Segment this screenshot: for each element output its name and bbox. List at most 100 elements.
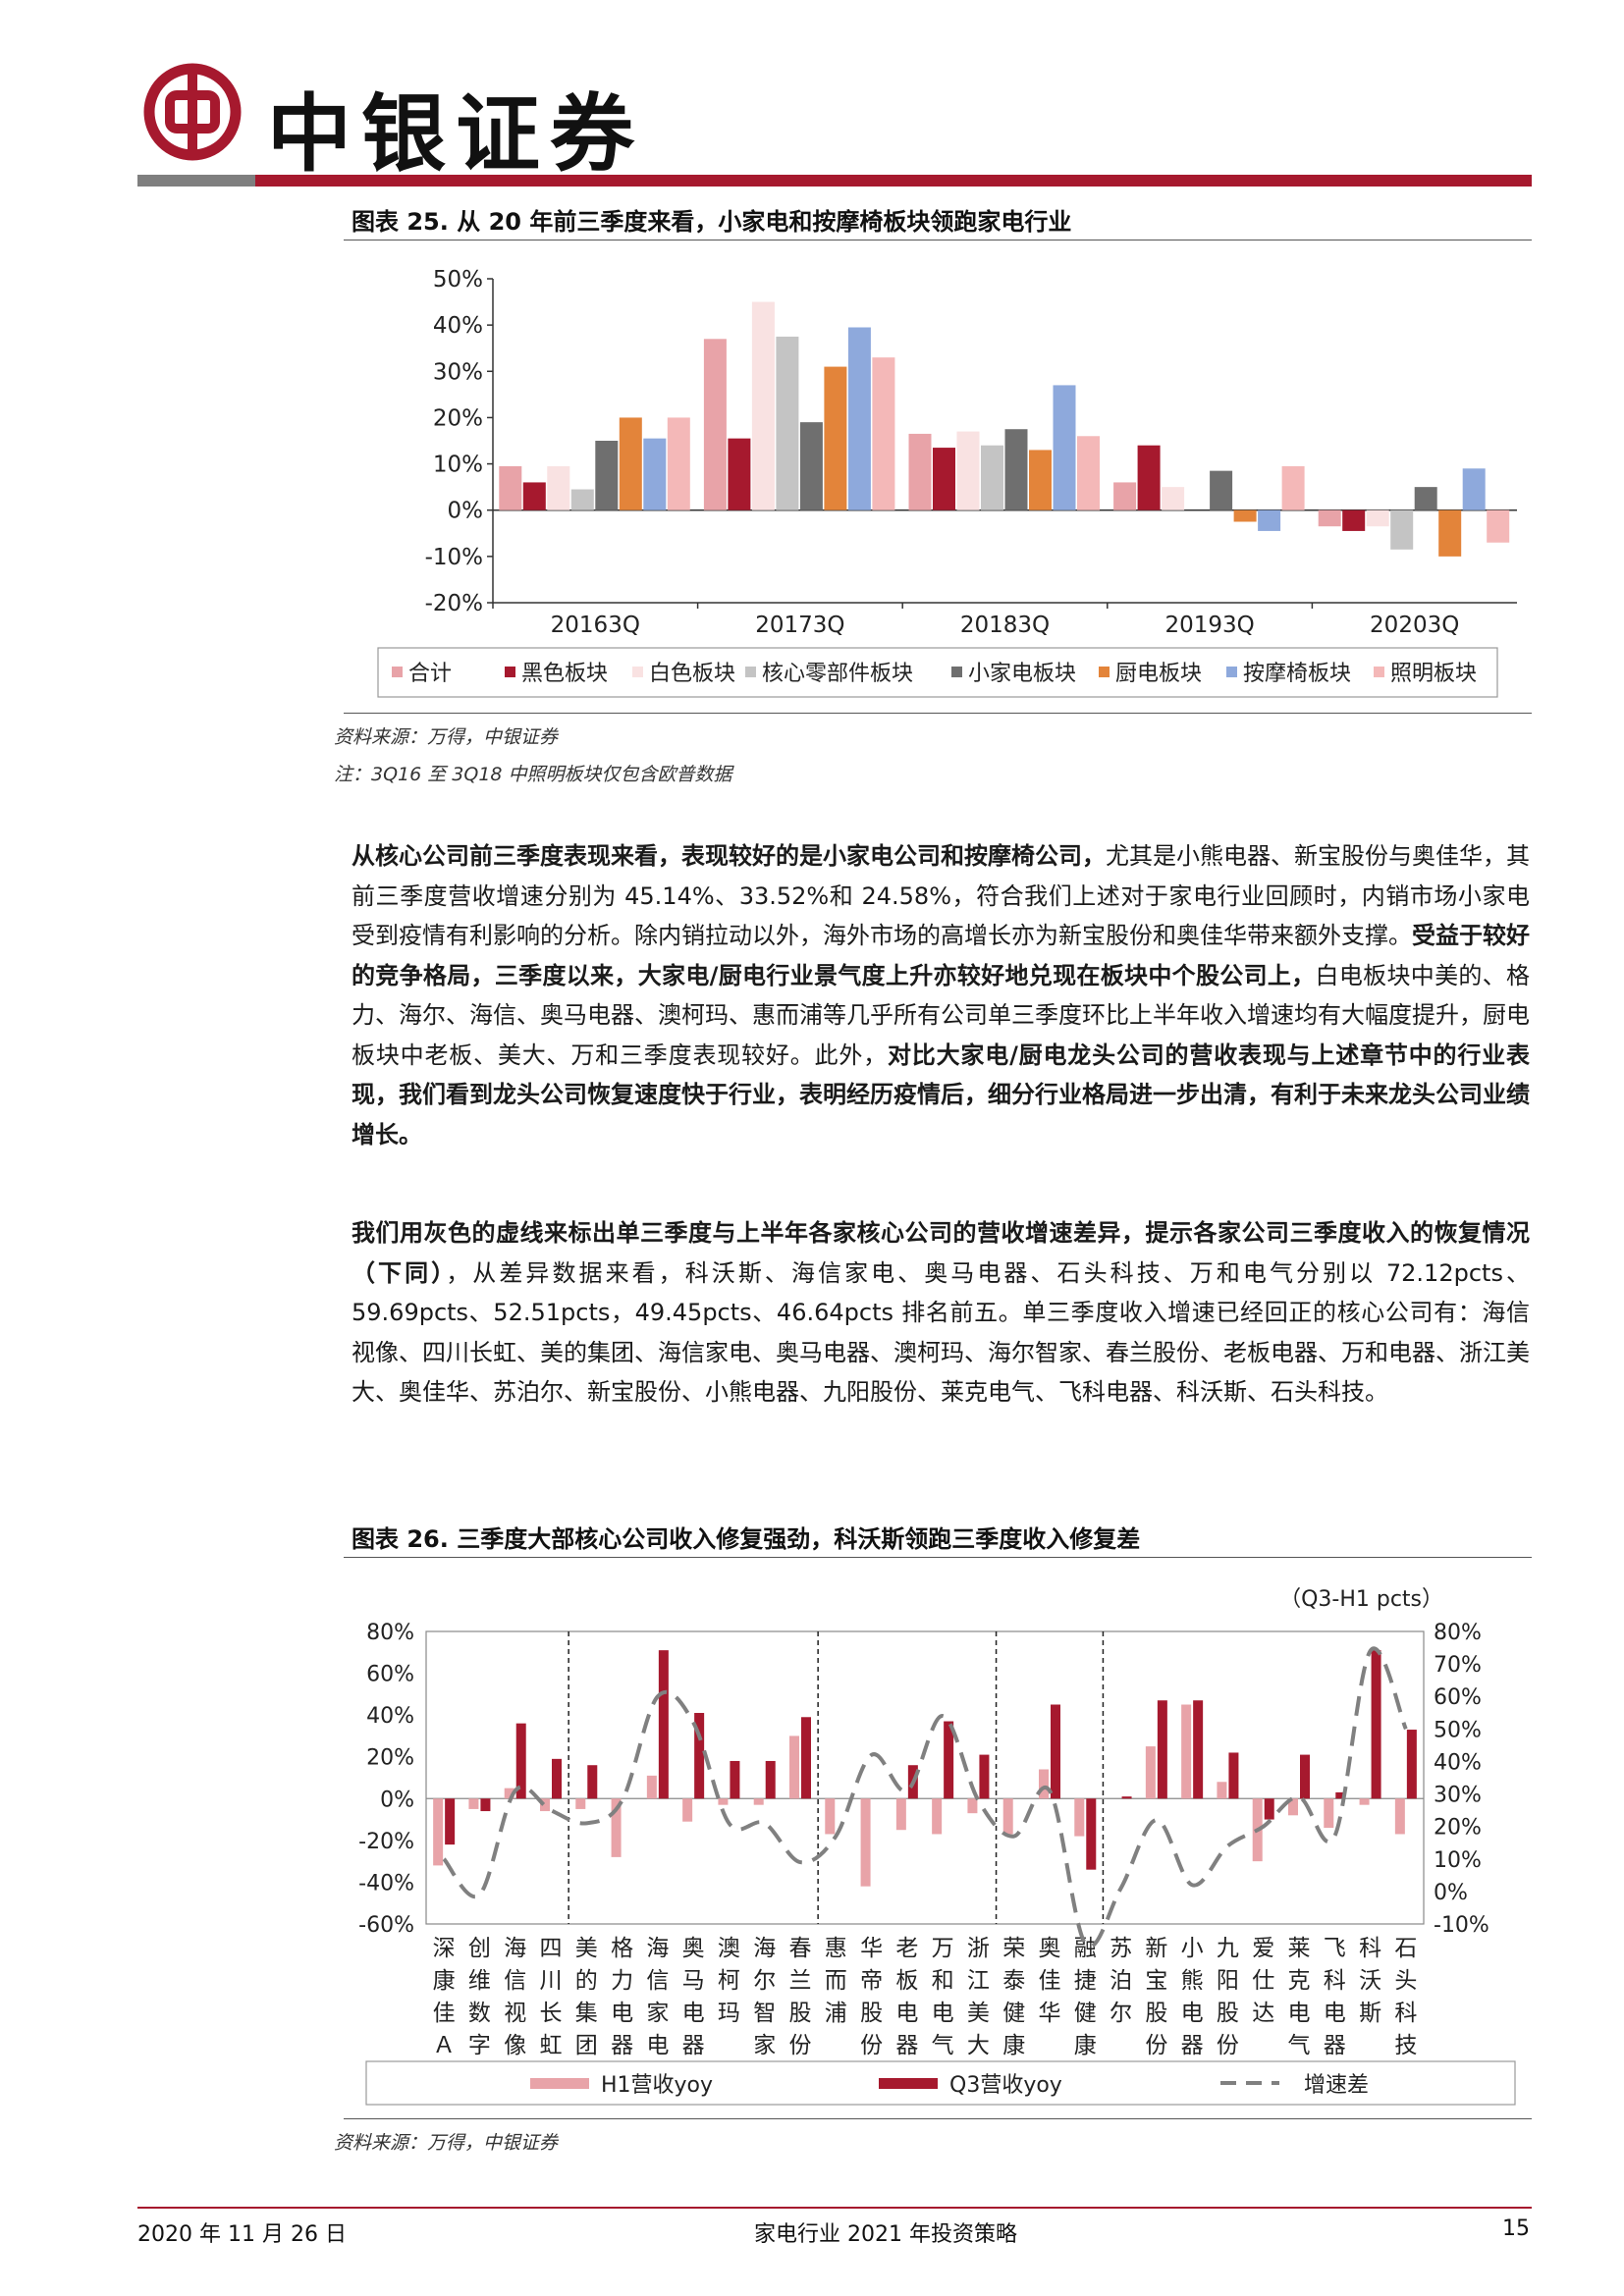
footer-doc-title: 家电行业 2021 年投资策略 <box>754 2222 1017 2247</box>
x-category-char: 华 <box>1039 2001 1061 2026</box>
x-category-char: 数 <box>468 2001 491 2026</box>
q3-bar-17 <box>1051 1704 1060 1799</box>
unit-label: （Q3-H1 pcts） <box>1279 1587 1443 1612</box>
x-category-char: 智 <box>753 2001 776 2026</box>
x-category-char: 尔 <box>1110 2001 1132 2026</box>
bar-5-1 <box>824 366 847 510</box>
x-category-char: 泊 <box>1110 1968 1132 1994</box>
q3-bar-27 <box>1406 1730 1417 1799</box>
plot-frame <box>425 1630 1425 1925</box>
y-right-tick-label: 70% <box>1434 1653 1482 1678</box>
legend-label: 照明板块 <box>1390 662 1477 686</box>
x-category-char: 健 <box>1002 2001 1025 2026</box>
bar-7-2 <box>1077 436 1100 510</box>
q3-bar-26 <box>1371 1650 1381 1799</box>
bar-2-2 <box>956 431 980 510</box>
p1-bold-3: 对比大家电/厨电龙头公司的营收表现与上述章节中的行业表现，我们看到龙头公司恢复速… <box>352 1041 1530 1148</box>
h1-bar-1 <box>468 1798 479 1809</box>
h1-bar-12 <box>860 1798 871 1887</box>
bar-4-0 <box>595 441 619 510</box>
x-category-char: 器 <box>611 2033 633 2058</box>
q3-bar-6 <box>658 1650 669 1799</box>
x-category-char: 华 <box>860 1936 883 1961</box>
x-category-char: 维 <box>468 1968 491 1994</box>
x-tick-label: 20173Q <box>755 613 844 638</box>
q3-bar-7 <box>694 1713 705 1799</box>
legend-label: 核心零部件板块 <box>762 662 913 686</box>
y-left-tick-label: -40% <box>358 1871 414 1896</box>
header-bar-gray <box>137 175 255 187</box>
x-category-char: 板 <box>895 1968 918 1994</box>
y-left-tick-label: 80% <box>366 1621 414 1645</box>
h1-bar-15 <box>967 1798 978 1814</box>
p2-bold-1: 我们用灰色的虚线来标出单三季度与上半年各家核心公司的营收增速差异，提示各家公司三… <box>352 1219 1530 1287</box>
bar-4-1 <box>799 422 823 510</box>
x-category-char: 融 <box>1074 1936 1097 1961</box>
x-category-char: 科 <box>1324 1968 1346 1994</box>
x-category-char: 马 <box>682 1968 705 1994</box>
h1-bar-17 <box>1039 1769 1049 1799</box>
h1-bar-2 <box>504 1788 514 1799</box>
x-category-char: 佳 <box>433 2001 456 2026</box>
y-left-tick-label: 40% <box>366 1704 414 1729</box>
x-category-char: 斯 <box>1359 2001 1381 2026</box>
legend-label: 厨电板块 <box>1115 662 1202 686</box>
x-category-char: 美 <box>575 1936 598 1961</box>
bar-6-1 <box>847 327 871 510</box>
x-category-char: 头 <box>1394 1968 1417 1994</box>
x-category-char: 格 <box>611 1936 633 1961</box>
x-category-char: 家 <box>753 2033 776 2058</box>
bar-2-0 <box>547 465 570 510</box>
legend-swatch <box>505 667 515 677</box>
x-category-char: 技 <box>1394 2033 1417 2058</box>
bar-5-0 <box>619 417 642 510</box>
bar-0-3 <box>1113 482 1137 510</box>
q3-bar-9 <box>765 1760 776 1799</box>
x-category-char: 沃 <box>1359 1968 1381 1994</box>
figure25-source: 资料来源：万得，中银证券 <box>334 726 559 748</box>
y-right-tick-label: 10% <box>1434 1848 1482 1873</box>
y-left-tick-label: 20% <box>366 1746 414 1771</box>
p1-text-2: 白电板块中美的、格力、海尔、海信、奥马电器、澳柯玛、惠而浦等几乎所有公司单三季度… <box>352 961 1531 1069</box>
x-category-char: 尔 <box>753 1968 776 1994</box>
h1-bar-20 <box>1145 1746 1156 1799</box>
y-tick-label: 40% <box>433 313 483 339</box>
x-tick-label: 20203Q <box>1370 613 1459 638</box>
figure25-title: 图表 25. 从 20 年前三季度来看，小家电和按摩椅板块领跑家电行业 <box>352 208 1072 236</box>
bar-7-0 <box>667 417 690 510</box>
x-category-char: 电 <box>932 2001 954 2026</box>
q3-bar-10 <box>801 1717 811 1799</box>
x-category-char: 深 <box>433 1936 456 1961</box>
x-category-char: 浙 <box>967 1936 990 1961</box>
legend-label: 黑色板块 <box>521 662 608 686</box>
q3-bar-14 <box>944 1721 954 1799</box>
x-category-char: 海 <box>646 1936 669 1961</box>
x-category-char: 海 <box>753 1936 776 1961</box>
y-tick-label: 30% <box>433 359 483 385</box>
y-right-tick-label: 40% <box>1434 1750 1482 1775</box>
y-right-tick-label: 0% <box>1434 1881 1468 1905</box>
x-category-char: 字 <box>468 2033 491 2058</box>
x-category-char: 份 <box>1217 2033 1239 2058</box>
legend-swatch <box>951 667 962 677</box>
x-category-char: 莱 <box>1288 1936 1311 1961</box>
legend-swatch-q3 <box>879 2078 938 2089</box>
x-category-char: 创 <box>468 1936 491 1961</box>
bar-1-1 <box>728 438 751 510</box>
x-category-char: 熊 <box>1181 1968 1204 1994</box>
x-category-char: 大 <box>967 2033 990 2058</box>
y-left-tick-label: -60% <box>358 1913 414 1938</box>
x-category-char: 美 <box>967 2001 990 2026</box>
bar-5-3 <box>1233 509 1257 522</box>
figure26-source: 资料来源：万得，中银证券 <box>334 2132 559 2154</box>
x-category-char: 的 <box>575 1968 598 1994</box>
x-category-char: 股 <box>789 2001 812 2026</box>
x-category-char: 份 <box>860 2033 883 2058</box>
bar-2-4 <box>1366 509 1389 527</box>
legend-label: 小家电板块 <box>968 662 1076 686</box>
q3-bar-1 <box>480 1798 491 1812</box>
x-category-char: 视 <box>504 2001 526 2026</box>
legend-swatch <box>745 667 756 677</box>
x-category-char: 电 <box>1288 2001 1311 2026</box>
h1-bar-0 <box>433 1798 444 1866</box>
